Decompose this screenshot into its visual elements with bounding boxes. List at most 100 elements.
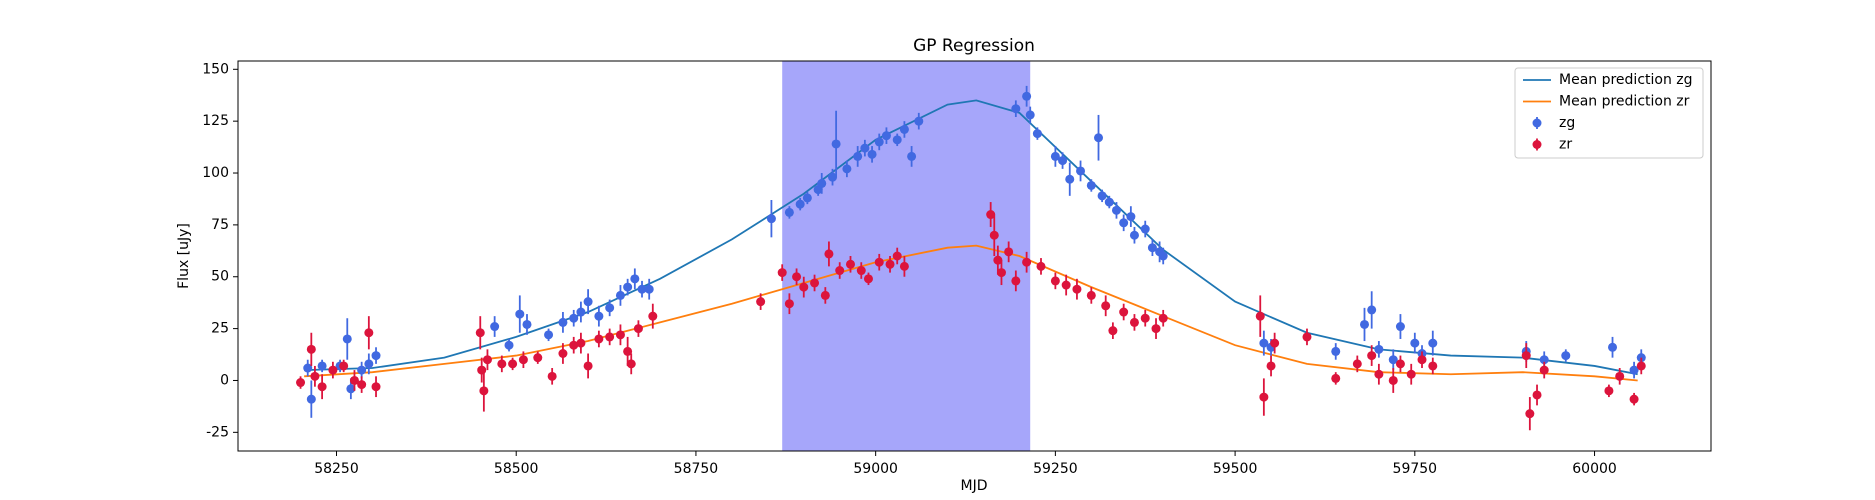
data-point <box>615 330 625 340</box>
data-point <box>346 384 356 394</box>
data-point <box>996 268 1006 278</box>
data-point <box>364 328 374 338</box>
data-point <box>867 149 877 159</box>
data-point <box>784 207 794 217</box>
data-point <box>1101 301 1111 311</box>
legend-label: Mean prediction zg <box>1559 72 1693 88</box>
data-point <box>777 268 787 278</box>
data-point <box>497 359 507 369</box>
data-point <box>766 214 776 224</box>
data-point <box>845 259 855 269</box>
data-point <box>583 361 593 371</box>
data-point <box>558 349 568 358</box>
y-axis-label: Flux [uJy] <box>176 223 192 289</box>
data-point <box>1129 230 1139 240</box>
data-point <box>558 317 568 327</box>
data-point <box>310 371 320 381</box>
data-point <box>317 361 327 371</box>
data-point <box>1608 342 1618 352</box>
mean-line <box>304 244 1638 382</box>
data-point <box>317 382 327 392</box>
data-point <box>1539 355 1549 365</box>
data-point <box>357 365 367 375</box>
data-point <box>1011 104 1021 114</box>
data-point <box>1259 392 1269 402</box>
data-point <box>1561 351 1571 361</box>
data-point <box>371 382 381 392</box>
data-point <box>899 124 909 134</box>
data-point <box>856 266 866 276</box>
data-point <box>1025 110 1035 120</box>
data-point <box>544 330 554 340</box>
data-point <box>784 299 794 309</box>
x-tick-label: 59000 <box>853 461 898 477</box>
data-point <box>576 307 586 317</box>
data-point <box>1395 359 1405 369</box>
data-point <box>820 290 830 300</box>
data-point <box>1388 375 1398 385</box>
data-point <box>1388 355 1398 365</box>
data-point <box>1629 365 1639 375</box>
data-point <box>1532 390 1542 400</box>
data-point <box>569 313 579 323</box>
data-point <box>802 193 812 203</box>
data-point <box>1086 180 1096 190</box>
data-point <box>1539 365 1549 375</box>
data-point <box>626 359 636 369</box>
data-point <box>881 131 891 141</box>
y-tick-label: 150 <box>202 61 229 77</box>
data-point <box>576 338 586 348</box>
y-tick-label: 125 <box>202 113 229 129</box>
data-point <box>482 355 492 365</box>
data-point <box>1359 319 1369 329</box>
data-point <box>303 363 313 373</box>
data-point <box>623 346 633 356</box>
data-point <box>1406 369 1416 379</box>
data-point <box>306 394 316 404</box>
data-point <box>892 251 902 261</box>
data-point <box>1270 338 1280 348</box>
data-point <box>1050 276 1060 286</box>
data-point <box>1410 338 1420 348</box>
y-tick-label: 50 <box>211 269 229 285</box>
data-point <box>371 351 381 361</box>
data-point <box>479 386 489 396</box>
data-point <box>986 210 996 220</box>
data-point <box>1119 218 1129 228</box>
data-point <box>1629 394 1639 404</box>
data-point <box>633 324 643 334</box>
data-point <box>795 199 805 209</box>
data-point <box>605 303 615 313</box>
x-tick-label: 58750 <box>674 461 719 477</box>
data-point <box>1140 313 1150 323</box>
data-point <box>594 334 604 344</box>
legend-label: zg <box>1559 115 1575 131</box>
data-point <box>357 380 367 390</box>
data-point <box>490 322 500 332</box>
data-point <box>1255 311 1265 321</box>
data-point <box>1140 224 1150 234</box>
data-point <box>1331 373 1341 383</box>
legend-box <box>1514 67 1704 159</box>
data-point <box>993 255 1003 265</box>
data-point <box>1050 151 1060 161</box>
data-point <box>477 365 487 375</box>
data-point <box>1036 261 1046 271</box>
data-point <box>831 139 841 149</box>
data-point <box>1058 156 1068 166</box>
data-point <box>1126 212 1136 222</box>
data-point <box>475 328 485 338</box>
data-point <box>1331 346 1341 356</box>
data-point <box>504 340 514 350</box>
data-point <box>623 282 633 292</box>
data-point <box>583 297 593 307</box>
data-point <box>518 355 528 365</box>
data-point <box>1151 324 1161 334</box>
data-point <box>1129 317 1139 327</box>
data-point <box>914 116 924 126</box>
data-point <box>817 178 827 188</box>
data-point <box>339 361 349 371</box>
data-point <box>1086 290 1096 300</box>
data-point <box>296 378 306 388</box>
